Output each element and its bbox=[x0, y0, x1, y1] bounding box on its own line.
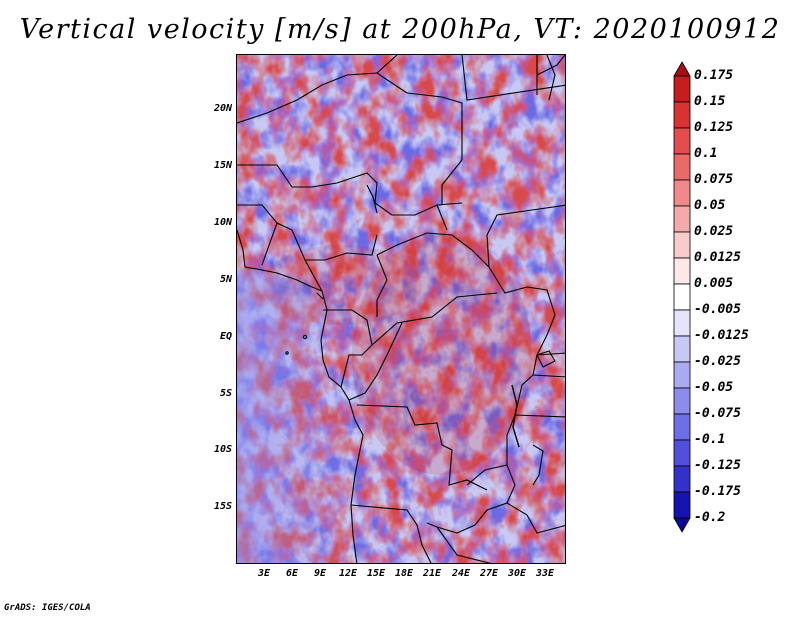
colorbar-level-label: 0.1 bbox=[694, 146, 718, 161]
lon-label: 18E bbox=[394, 568, 414, 579]
country-boundaries bbox=[237, 55, 565, 563]
lon-label: 15E bbox=[366, 568, 386, 579]
lon-label: 12E bbox=[338, 568, 358, 579]
map-title: Vertical velocity [m/s] at 200hPa, VT: 2… bbox=[19, 14, 781, 45]
lat-label: 5S bbox=[219, 388, 232, 399]
colorbar-swatch bbox=[673, 257, 691, 285]
colorbar-swatch bbox=[673, 179, 691, 207]
lat-label: 5N bbox=[219, 274, 232, 285]
colorbar-bottom-arrow bbox=[673, 517, 691, 533]
colorbar-level-label: 0.005 bbox=[694, 276, 734, 291]
lon-label: 27E bbox=[479, 568, 499, 579]
lat-label: 15S bbox=[213, 501, 232, 512]
colorbar-swatch bbox=[673, 75, 691, 103]
colorbar-level-label: -0.2 bbox=[694, 510, 726, 525]
colorbar-swatch bbox=[673, 491, 691, 519]
lat-label: 20N bbox=[213, 103, 232, 114]
colorbar-level-label: -0.0125 bbox=[694, 328, 749, 343]
ocean-region bbox=[237, 270, 362, 563]
colorbar-level-label: -0.125 bbox=[694, 458, 741, 473]
colorbar-swatch bbox=[673, 127, 691, 155]
lat-label: 15N bbox=[213, 160, 232, 171]
colorbar-level-label: -0.1 bbox=[694, 432, 726, 447]
colorbar-level-label: -0.05 bbox=[694, 380, 734, 395]
colorbar-level-label: 0.0125 bbox=[694, 250, 741, 265]
colorbar-swatch bbox=[673, 335, 691, 363]
lon-label: 9E bbox=[313, 568, 327, 579]
colorbar-level-label: 0.025 bbox=[694, 224, 734, 239]
colorbar-level-label: 0.125 bbox=[694, 120, 734, 135]
lat-label: EQ bbox=[219, 331, 232, 342]
lon-label: 3E bbox=[257, 568, 271, 579]
colorbar-swatch bbox=[673, 101, 691, 129]
colorbar-top-arrow bbox=[673, 61, 691, 77]
velocity-map bbox=[236, 54, 566, 564]
lon-label: 24E bbox=[451, 568, 471, 579]
colorbar-level-label: 0.15 bbox=[694, 94, 726, 109]
colorbar-level-label: 0.075 bbox=[694, 172, 734, 187]
lon-label: 30E bbox=[507, 568, 527, 579]
colorbar-swatch bbox=[673, 231, 691, 259]
lat-label: 10S bbox=[213, 444, 232, 455]
colorbar-level-label: 0.175 bbox=[694, 68, 734, 83]
credit-text: GrADS: IGES/COLA bbox=[4, 603, 91, 613]
colorbar-level-label: -0.005 bbox=[694, 302, 741, 317]
colorbar-swatch bbox=[673, 153, 691, 181]
colorbar: 0.175 0.15 0.125 0.1 0.075 0.05 0.025 0.0125 0.0… bbox=[672, 60, 800, 560]
colorbar-level-label: -0.175 bbox=[694, 484, 741, 499]
colorbar-swatch bbox=[673, 387, 691, 415]
lon-label: 33E bbox=[535, 568, 555, 579]
colorbar-swatch bbox=[673, 309, 691, 337]
lon-label: 6E bbox=[285, 568, 299, 579]
colorbar-swatch bbox=[673, 465, 691, 493]
colorbar-swatch bbox=[673, 283, 691, 311]
colorbar-level-label: 0.05 bbox=[694, 198, 726, 213]
lon-label: 21E bbox=[422, 568, 442, 579]
colorbar-swatch bbox=[673, 205, 691, 233]
colorbar-swatch bbox=[673, 361, 691, 389]
velocity-field bbox=[237, 55, 565, 563]
colorbar-swatch bbox=[673, 413, 691, 441]
colorbar-swatches bbox=[673, 61, 691, 533]
colorbar-swatch bbox=[673, 439, 691, 467]
lat-label: 10N bbox=[213, 217, 232, 228]
colorbar-level-label: -0.025 bbox=[694, 354, 741, 369]
colorbar-level-label: -0.075 bbox=[694, 406, 741, 421]
